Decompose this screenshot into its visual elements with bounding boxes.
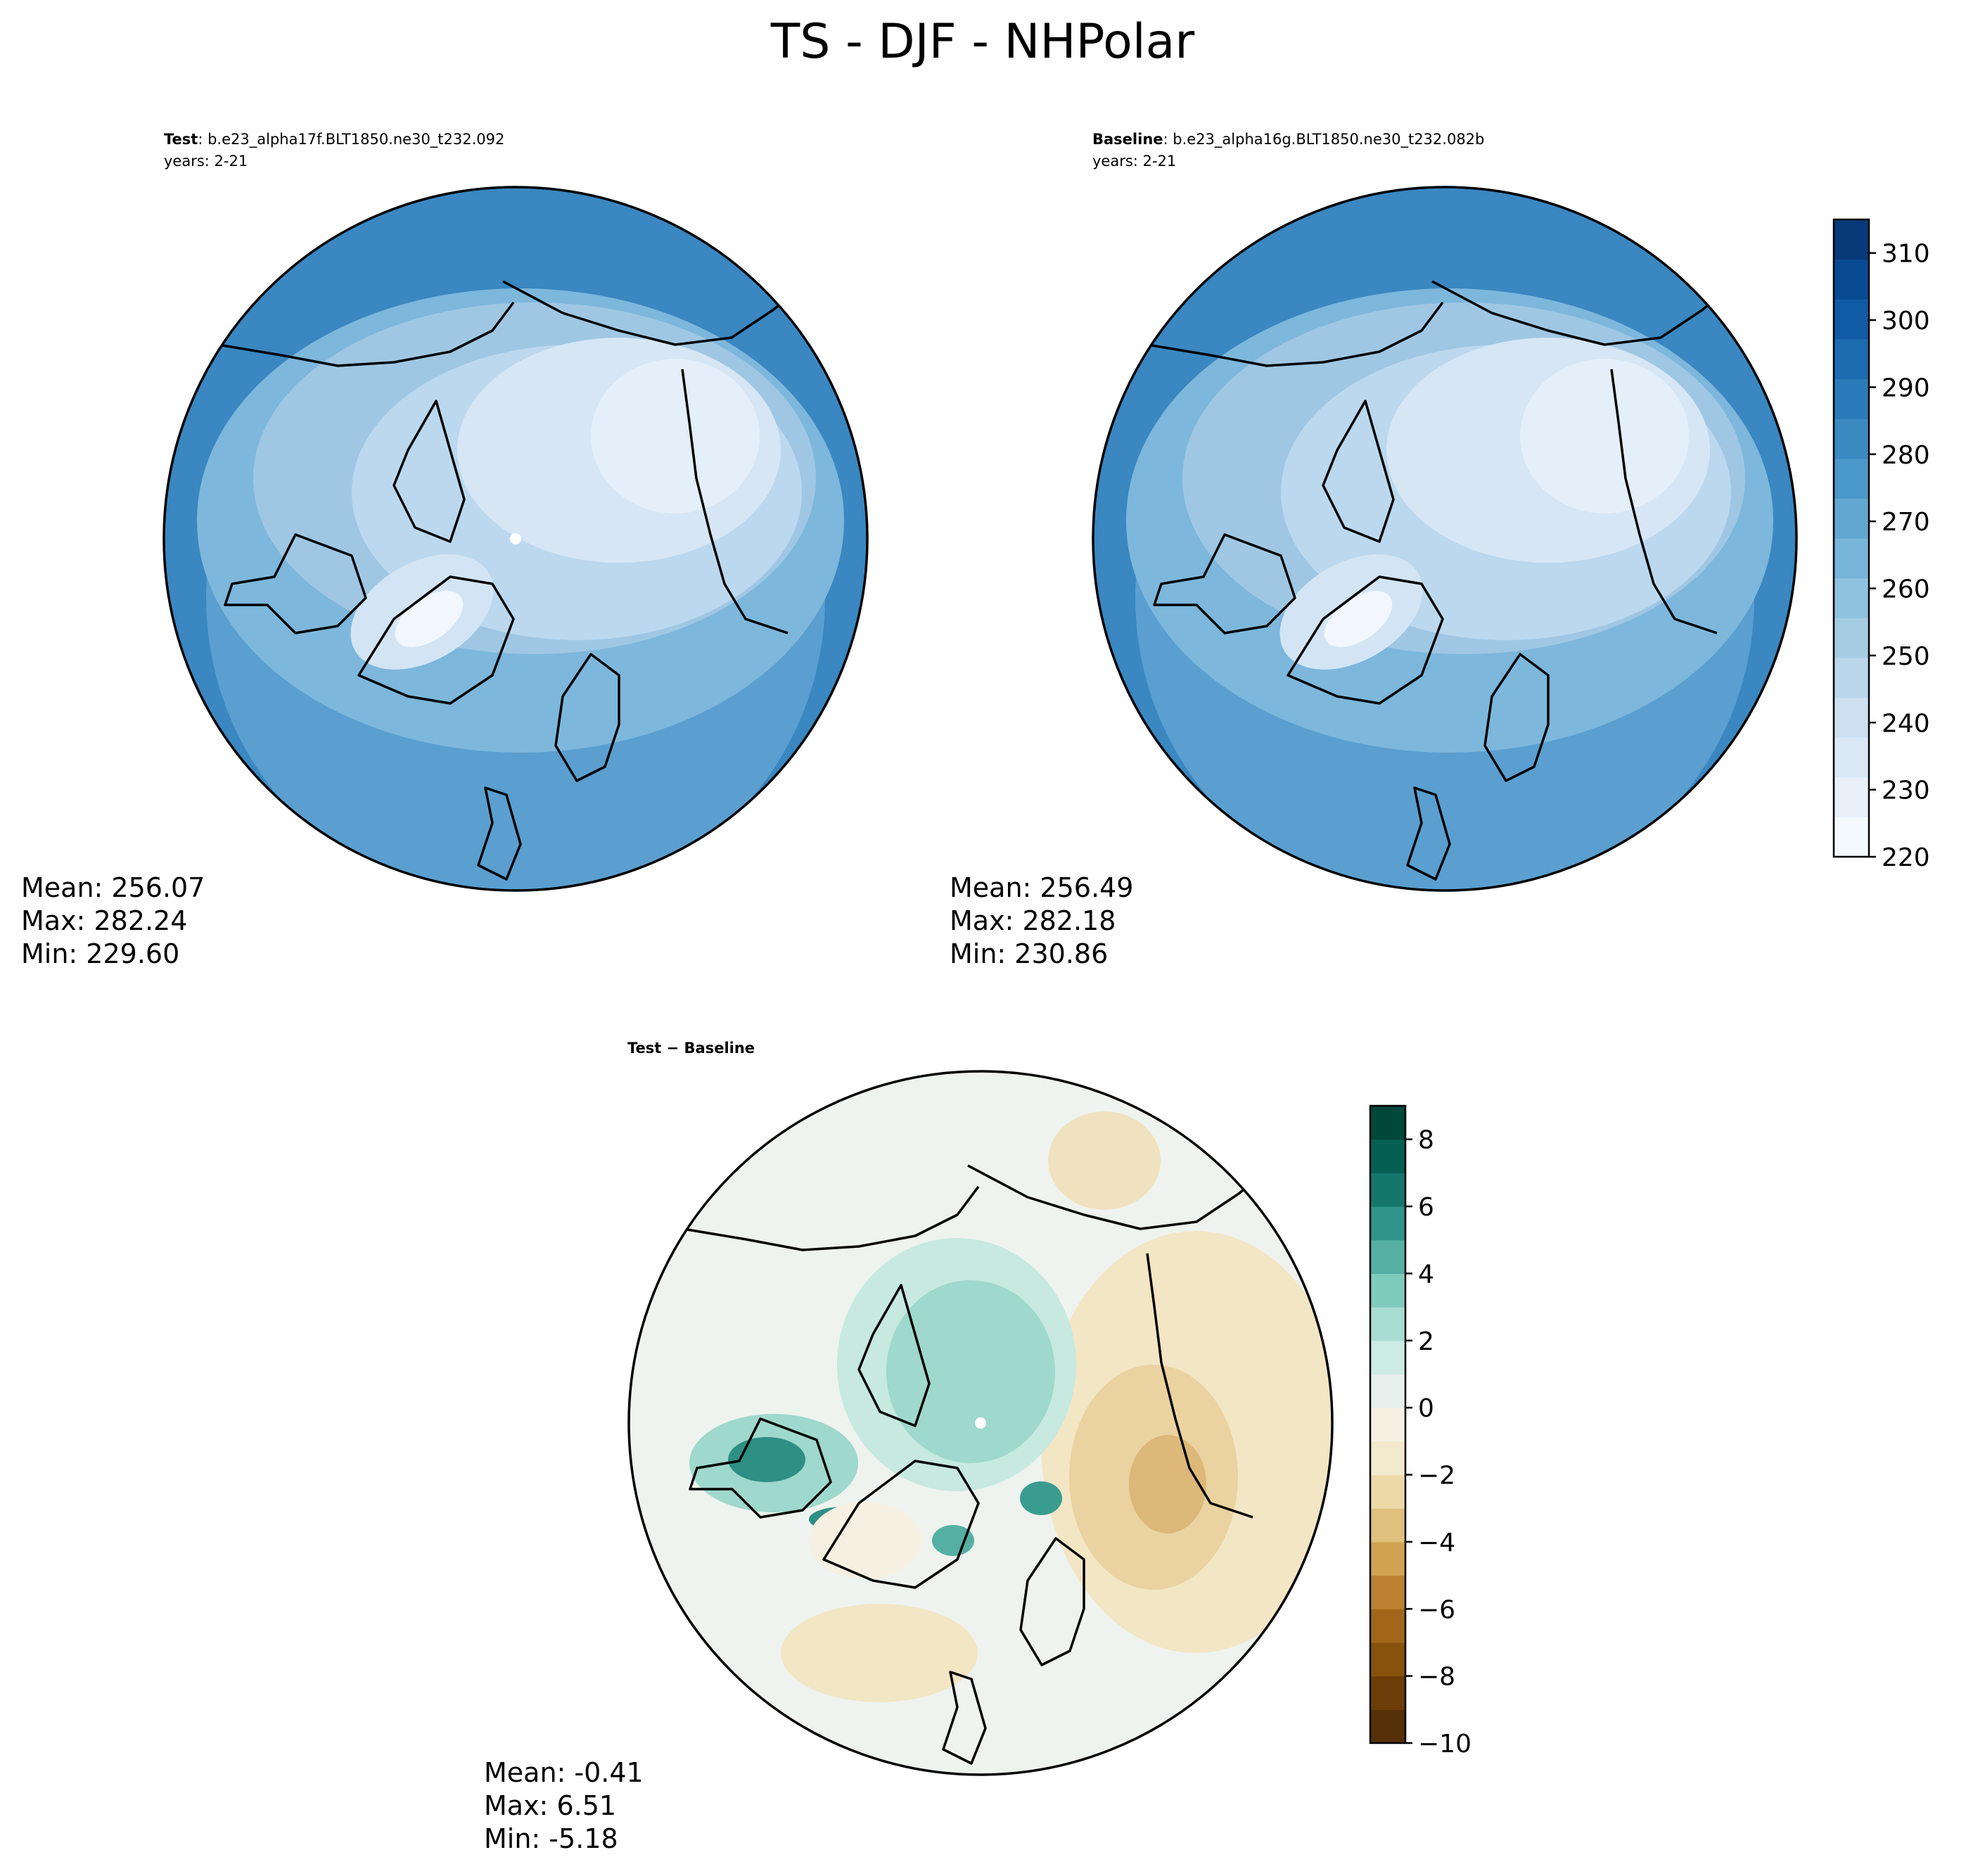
baseline-max: Max: 282.18 <box>950 905 1116 936</box>
colorbar-difference-tick-label: 4 <box>1418 1260 1434 1289</box>
test-header-rest: : b.e23_alpha17f.BLT1850.ne30_t232.092 <box>198 131 504 148</box>
colorbar-difference-segment <box>1370 1474 1405 1509</box>
colorbar-difference-segment <box>1370 1340 1405 1375</box>
test-map-coastlines <box>217 273 817 881</box>
baseline-mean: Mean: 256.49 <box>950 872 1133 903</box>
colorbar-absolute-segment <box>1834 578 1869 618</box>
colorbar-absolute-segment <box>1834 737 1869 778</box>
colorbar-difference-tick-label: −4 <box>1418 1529 1455 1557</box>
colorbar-difference-segment <box>1370 1106 1405 1140</box>
colorbar-absolute-segment <box>1834 697 1869 738</box>
colorbar-absolute-tick-label: 270 <box>1882 508 1930 537</box>
colorbar-difference-segment <box>1370 1709 1405 1744</box>
colorbar-difference-frame <box>1369 1104 1407 1744</box>
colorbar-difference-segment <box>1370 1609 1405 1643</box>
figure-title: TS - DJF - NHPolar <box>770 14 1195 70</box>
colorbar-difference-segment <box>1370 1307 1405 1341</box>
colorbar-absolute-segment <box>1834 378 1869 419</box>
colorbar-difference-segment <box>1370 1676 1405 1710</box>
diff-min: Min: -5.18 <box>484 1823 618 1854</box>
test-years: years: 2-21 <box>164 153 248 170</box>
colorbar-absolute-tick-label: 240 <box>1882 709 1930 738</box>
colorbar-difference-segment <box>1370 1642 1405 1677</box>
baseline-min: Min: 230.86 <box>950 938 1108 969</box>
colorbar-difference-tick-label: 2 <box>1418 1327 1434 1356</box>
test-polar-map <box>162 186 869 892</box>
diff-mean: Mean: -0.41 <box>484 1757 644 1788</box>
colorbar-absolute-tick-label: 280 <box>1882 441 1930 470</box>
colorbar-absolute-segment <box>1834 657 1869 698</box>
test-header-bold: Test <box>164 131 198 148</box>
baseline-years: years: 2-21 <box>1092 153 1176 170</box>
test-min: Min: 229.60 <box>21 938 179 969</box>
baseline-header-rest: : b.e23_alpha16g.BLT1850.ne30_t232.082b <box>1163 131 1485 148</box>
diff-max: Max: 6.51 <box>484 1790 616 1821</box>
colorbar-absolute-tick-label: 230 <box>1882 777 1930 805</box>
baseline-polar-map <box>1092 186 1798 892</box>
colorbar-absolute-frame <box>1832 218 1870 858</box>
colorbar-absolute-segment <box>1834 299 1869 340</box>
colorbar-difference-segment <box>1370 1206 1405 1241</box>
colorbar-difference-segment <box>1370 1374 1405 1408</box>
colorbar-difference-segment <box>1370 1575 1405 1609</box>
colorbar-difference-segment <box>1370 1408 1405 1442</box>
colorbar-difference-segment <box>1370 1139 1405 1173</box>
difference-map-coastlines <box>682 1157 1282 1765</box>
colorbar-absolute-tick-label: 250 <box>1882 642 1930 671</box>
difference-polar-map <box>627 1070 1334 1776</box>
colorbar-difference: −10 −8 −6 −4 −2 0 2 4 6 8 <box>1369 1104 1472 1759</box>
test-panel-header: Test: b.e23_alpha17f.BLT1850.ne30_t232.0… <box>164 131 504 148</box>
colorbar-absolute-segment <box>1834 777 1869 817</box>
colorbar-difference-segment <box>1370 1441 1405 1476</box>
colorbar-difference-tick-label: 6 <box>1418 1193 1434 1222</box>
colorbar-difference-segment <box>1370 1508 1405 1543</box>
colorbar-absolute-segment <box>1834 458 1869 499</box>
colorbar-absolute-tick-label: 300 <box>1882 307 1930 336</box>
colorbar-absolute-segment <box>1834 538 1869 579</box>
baseline-map-coastlines <box>1147 273 1747 881</box>
diff-panel-header: Test − Baseline <box>627 1040 755 1057</box>
test-max: Max: 282.24 <box>21 905 187 936</box>
colorbar-difference-tick-label: −6 <box>1418 1595 1455 1624</box>
colorbar-difference-segment <box>1370 1273 1405 1308</box>
colorbar-difference-tick-label: 0 <box>1418 1394 1434 1423</box>
colorbar-absolute-segment <box>1834 419 1869 459</box>
colorbar-absolute-segment <box>1834 338 1869 380</box>
colorbar-absolute-tick-label: 290 <box>1882 374 1930 402</box>
test-map-field <box>164 187 867 891</box>
colorbar-absolute-segment <box>1834 618 1869 658</box>
colorbar-difference-tick-label: −10 <box>1418 1730 1472 1759</box>
colorbar-difference-segment <box>1370 1541 1405 1576</box>
test-mean: Mean: 256.07 <box>21 872 205 903</box>
colorbar-absolute-segment <box>1834 259 1869 300</box>
colorbar-absolute-tick-label: 310 <box>1882 240 1930 269</box>
colorbar-absolute-segment <box>1834 498 1869 539</box>
colorbar-absolute-tick-label: 260 <box>1882 575 1930 604</box>
colorbar-absolute: 220 230 240 250 260 270 280 290 300 310 <box>1832 218 1930 872</box>
baseline-map-field <box>1093 187 1796 891</box>
colorbar-difference-segment <box>1370 1173 1405 1207</box>
colorbar-absolute-segment <box>1834 817 1869 857</box>
colorbar-difference-tick-label: −2 <box>1418 1462 1455 1491</box>
baseline-panel-header: Baseline: b.e23_alpha16g.BLT1850.ne30_t2… <box>1092 131 1484 148</box>
colorbar-absolute-tick-label: 220 <box>1882 843 1930 872</box>
colorbar-difference-tick-label: −8 <box>1418 1663 1455 1692</box>
baseline-header-bold: Baseline <box>1092 131 1163 148</box>
colorbar-absolute-segment <box>1834 219 1869 260</box>
colorbar-difference-segment <box>1370 1239 1405 1275</box>
colorbar-difference-tick-label: 8 <box>1418 1126 1434 1155</box>
